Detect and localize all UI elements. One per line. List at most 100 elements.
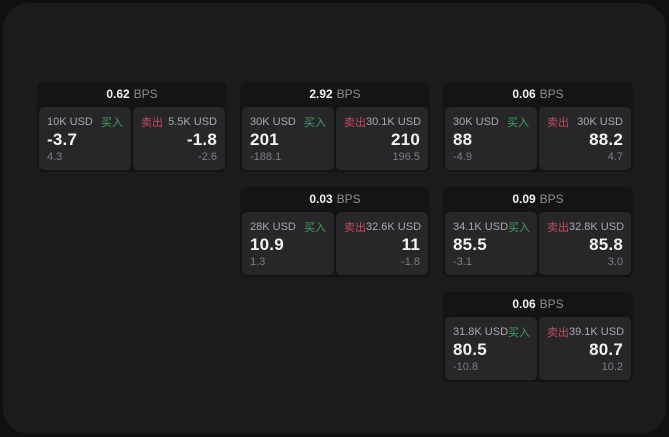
buy-tile[interactable]: 10K USD 买入 -3.7 4.3 xyxy=(39,107,131,170)
buy-price: 88 xyxy=(453,130,473,150)
sell-price: 85.8 xyxy=(589,235,623,255)
buy-tile-header: 31.8K USD 买入 xyxy=(453,324,531,340)
sell-size-label: 5.5K USD xyxy=(168,116,217,128)
buy-tile-header: 10K USD 买入 xyxy=(47,114,123,130)
sell-price: -1.8 xyxy=(186,130,217,150)
buy-tile[interactable]: 31.8K USD 买入 80.5 -10.8 xyxy=(445,317,537,380)
quote-card: 0.03 BPS 28K USD 买入 10.9 1.3 卖出 32.6K US… xyxy=(240,187,430,277)
buy-price: 85.5 xyxy=(453,235,487,255)
buy-side-label: 买入 xyxy=(304,117,326,129)
quote-card-body: 34.1K USD 买入 85.5 -3.1 卖出 32.8K USD 85.8… xyxy=(445,212,631,275)
buy-size-label: 10K USD xyxy=(47,116,93,128)
sell-tile[interactable]: 卖出 5.5K USD -1.8 -2.6 xyxy=(133,107,225,170)
buy-tile[interactable]: 28K USD 买入 10.9 1.3 xyxy=(242,212,334,275)
sell-price: 11 xyxy=(401,235,420,255)
buy-delta: -10.8 xyxy=(453,361,479,373)
sell-side-label: 卖出 xyxy=(547,327,569,339)
buy-price: 80.5 xyxy=(453,340,487,360)
quote-card: 0.06 BPS 30K USD 买入 88 -4.9 卖出 30K USD 8… xyxy=(443,82,633,172)
bps-value: 0.62 xyxy=(106,87,130,101)
buy-price: 10.9 xyxy=(250,235,284,255)
quote-card-body: 30K USD 买入 201 -188.1 卖出 30.1K USD 210 1… xyxy=(242,107,428,170)
sell-price: 210 xyxy=(391,130,420,150)
sell-delta: -1.8 xyxy=(401,256,420,268)
sell-tile-header: 卖出 5.5K USD xyxy=(141,114,217,130)
quote-card-body: 10K USD 买入 -3.7 4.3 卖出 5.5K USD -1.8 -2.… xyxy=(39,107,225,170)
quotes-grid: 0.62 BPS 10K USD 买入 -3.7 4.3 卖出 5.5K USD… xyxy=(37,82,633,382)
buy-side-label: 买入 xyxy=(508,222,531,234)
buy-size-label: 30K USD xyxy=(453,116,499,128)
sell-tile[interactable]: 卖出 30.1K USD 210 196.5 xyxy=(336,107,428,170)
buy-price: -3.7 xyxy=(47,130,78,150)
bps-value: 0.03 xyxy=(309,192,333,206)
buy-delta: 1.3 xyxy=(250,256,266,268)
buy-delta: -4.9 xyxy=(453,151,472,163)
bps-value: 0.09 xyxy=(512,192,536,206)
sell-side-label: 卖出 xyxy=(141,117,163,129)
sell-tile[interactable]: 卖出 32.6K USD 11 -1.8 xyxy=(336,212,428,275)
sell-side-label: 卖出 xyxy=(344,222,366,234)
buy-side-label: 买入 xyxy=(508,327,531,339)
sell-tile[interactable]: 卖出 30K USD 88.2 4.7 xyxy=(539,107,631,170)
buy-side-label: 买入 xyxy=(304,222,326,234)
sell-delta: 3.0 xyxy=(607,256,623,268)
sell-size-label: 39.1K USD xyxy=(569,326,625,338)
buy-tile[interactable]: 34.1K USD 买入 85.5 -3.1 xyxy=(445,212,537,275)
buy-tile[interactable]: 30K USD 买入 201 -188.1 xyxy=(242,107,334,170)
bps-unit-label: BPS xyxy=(133,87,158,101)
buy-side-label: 买入 xyxy=(507,117,529,129)
sell-delta: -2.6 xyxy=(198,151,217,163)
sell-side-label: 卖出 xyxy=(547,117,569,129)
buy-side-label: 买入 xyxy=(101,117,123,129)
buy-size-label: 30K USD xyxy=(250,116,296,128)
buy-tile-header: 28K USD 买入 xyxy=(250,219,326,235)
sell-tile-header: 卖出 39.1K USD xyxy=(547,324,625,340)
sell-tile-header: 卖出 30.1K USD xyxy=(344,114,422,130)
sell-side-label: 卖出 xyxy=(547,222,569,234)
bps-value: 2.92 xyxy=(309,87,333,101)
bps-unit-label: BPS xyxy=(336,192,361,206)
quote-card-header: 0.09 BPS xyxy=(445,187,631,212)
quote-card-header: 0.62 BPS xyxy=(39,82,225,107)
sell-size-label: 32.8K USD xyxy=(569,221,625,233)
sell-delta: 4.7 xyxy=(607,151,623,163)
quote-card-body: 30K USD 买入 88 -4.9 卖出 30K USD 88.2 4.7 xyxy=(445,107,631,170)
sell-size-label: 30.1K USD xyxy=(366,116,422,128)
bps-value: 0.06 xyxy=(512,87,536,101)
buy-tile-header: 34.1K USD 买入 xyxy=(453,219,531,235)
quote-card: 2.92 BPS 30K USD 买入 201 -188.1 卖出 30.1K … xyxy=(240,82,430,172)
sell-tile-header: 卖出 32.8K USD xyxy=(547,219,625,235)
sell-price: 80.7 xyxy=(589,340,623,360)
quote-card: 0.09 BPS 34.1K USD 买入 85.5 -3.1 卖出 32.8K… xyxy=(443,187,633,277)
buy-tile-header: 30K USD 买入 xyxy=(453,114,529,130)
bps-unit-label: BPS xyxy=(539,192,564,206)
buy-size-label: 28K USD xyxy=(250,221,296,233)
buy-size-label: 31.8K USD xyxy=(453,326,509,338)
bps-unit-label: BPS xyxy=(336,87,361,101)
sell-delta: 10.2 xyxy=(601,361,623,373)
sell-tile[interactable]: 卖出 32.8K USD 85.8 3.0 xyxy=(539,212,631,275)
quote-card-body: 28K USD 买入 10.9 1.3 卖出 32.6K USD 11 -1.8 xyxy=(242,212,428,275)
sell-delta: 196.5 xyxy=(392,151,420,163)
quote-card: 0.62 BPS 10K USD 买入 -3.7 4.3 卖出 5.5K USD… xyxy=(37,82,227,172)
sell-price: 88.2 xyxy=(589,130,623,150)
buy-delta: -188.1 xyxy=(250,151,282,163)
bps-unit-label: BPS xyxy=(539,87,564,101)
sell-tile-header: 卖出 32.6K USD xyxy=(344,219,422,235)
sell-size-label: 30K USD xyxy=(577,116,623,128)
quote-card: 0.06 BPS 31.8K USD 买入 80.5 -10.8 卖出 39.1… xyxy=(443,292,633,382)
buy-delta: -3.1 xyxy=(453,256,472,268)
sell-tile[interactable]: 卖出 39.1K USD 80.7 10.2 xyxy=(539,317,631,380)
quote-card-body: 31.8K USD 买入 80.5 -10.8 卖出 39.1K USD 80.… xyxy=(445,317,631,380)
buy-tile-header: 30K USD 买入 xyxy=(250,114,326,130)
buy-tile[interactable]: 30K USD 买入 88 -4.9 xyxy=(445,107,537,170)
buy-delta: 4.3 xyxy=(47,151,63,163)
sell-size-label: 32.6K USD xyxy=(366,221,422,233)
bps-value: 0.06 xyxy=(512,297,536,311)
buy-price: 201 xyxy=(250,130,279,150)
sell-side-label: 卖出 xyxy=(344,117,366,129)
quote-card-header: 0.06 BPS xyxy=(445,292,631,317)
bps-unit-label: BPS xyxy=(539,297,564,311)
quote-card-header: 2.92 BPS xyxy=(242,82,428,107)
main-panel: 0.62 BPS 10K USD 买入 -3.7 4.3 卖出 5.5K USD… xyxy=(3,3,666,434)
